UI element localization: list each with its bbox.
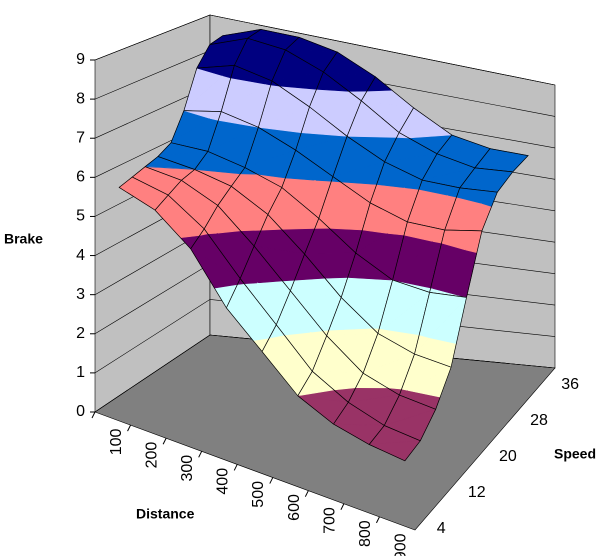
- x-tick-label: 300: [179, 455, 196, 482]
- z-tick-label: 5: [76, 208, 85, 225]
- x-tick-mark: [304, 490, 309, 497]
- x-tick-label: 200: [144, 442, 161, 469]
- x-tick-label: 400: [215, 468, 232, 495]
- z-tick-label: 2: [76, 325, 85, 342]
- x-tick-label: 800: [357, 520, 374, 547]
- x-tick-label: 900: [392, 533, 409, 556]
- y-tick-label: 12: [468, 484, 486, 501]
- y-tick-label: 28: [530, 412, 548, 429]
- z-tick-label: 1: [76, 364, 85, 381]
- surface-cell: [368, 425, 421, 462]
- y-tick-label: 4: [437, 520, 446, 537]
- z-tick-label: 0: [76, 403, 85, 420]
- x-tick-mark: [269, 477, 274, 484]
- x-tick-mark: [340, 503, 345, 511]
- x-tick-mark: [198, 451, 203, 458]
- x-tick-mark: [375, 516, 380, 524]
- x-tick-label: 700: [321, 507, 338, 534]
- z-tick-label: 9: [76, 51, 85, 68]
- z-tick-label: 7: [76, 129, 85, 146]
- surface: [118, 29, 529, 462]
- x-tick-mark: [162, 437, 167, 445]
- x-tick-mark: [233, 464, 238, 471]
- z-tick-label: 4: [76, 247, 85, 264]
- x-tick-label: 500: [250, 481, 267, 508]
- z-axis-title: Brake: [4, 231, 43, 247]
- x-axis-title: Distance: [136, 506, 195, 522]
- y-tick-label: 36: [561, 376, 579, 393]
- grid-line: [94, 14, 556, 86]
- z-tick-label: 6: [76, 169, 85, 186]
- z-tick-label: 8: [76, 90, 85, 107]
- z-tick-label: 3: [76, 286, 85, 303]
- x-tick-label: 100: [108, 428, 125, 455]
- x-tick-label: 600: [286, 494, 303, 521]
- y-tick-label: 20: [499, 448, 517, 465]
- y-axis-title: Speed: [554, 446, 596, 462]
- x-tick-mark: [127, 424, 132, 432]
- x-tick-mark: [91, 411, 96, 419]
